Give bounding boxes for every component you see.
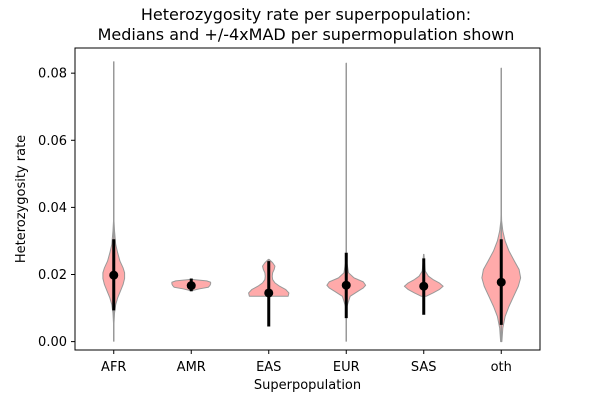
median-marker <box>186 281 196 291</box>
chart-title-line-1: Heterozygosity rate per superpopulation: <box>141 5 471 24</box>
x-axis: AFR AMR EAS EUR SAS oth <box>101 350 512 375</box>
y-tick-label: 0.04 <box>38 201 67 216</box>
median-marker <box>109 270 119 280</box>
violin-group-eas <box>248 258 290 327</box>
x-tick-label: EUR <box>333 360 360 375</box>
median-marker <box>496 277 506 287</box>
y-axis: 0.00 0.02 0.04 0.06 0.08 <box>38 67 75 350</box>
x-tick-label: AMR <box>177 360 206 375</box>
violin-group-sas <box>403 253 444 315</box>
y-axis-label: Heterozygosity rate <box>14 135 29 263</box>
y-tick-label: 0.06 <box>38 134 67 149</box>
y-tick-label: 0.00 <box>38 335 67 350</box>
median-marker <box>419 281 429 291</box>
plot-content <box>102 61 522 343</box>
x-tick-label: AFR <box>101 360 126 375</box>
violin-group-eur <box>326 62 367 342</box>
median-marker <box>264 288 274 298</box>
violin-group-afr <box>102 61 126 342</box>
x-tick-label: EAS <box>256 360 281 375</box>
x-tick-label: SAS <box>411 360 437 375</box>
chart-title-line-2: Medians and +/-4xMAD per supermopulation… <box>98 25 515 44</box>
violin-group-amr <box>171 278 212 292</box>
plot-frame <box>74 47 541 351</box>
median-marker <box>341 280 351 290</box>
y-tick-label: 0.02 <box>38 268 67 283</box>
x-axis-label: Superpopulation <box>254 378 361 393</box>
y-tick-label: 0.08 <box>38 67 67 82</box>
x-tick-label: oth <box>491 360 512 375</box>
violin-group-oth <box>481 67 522 343</box>
